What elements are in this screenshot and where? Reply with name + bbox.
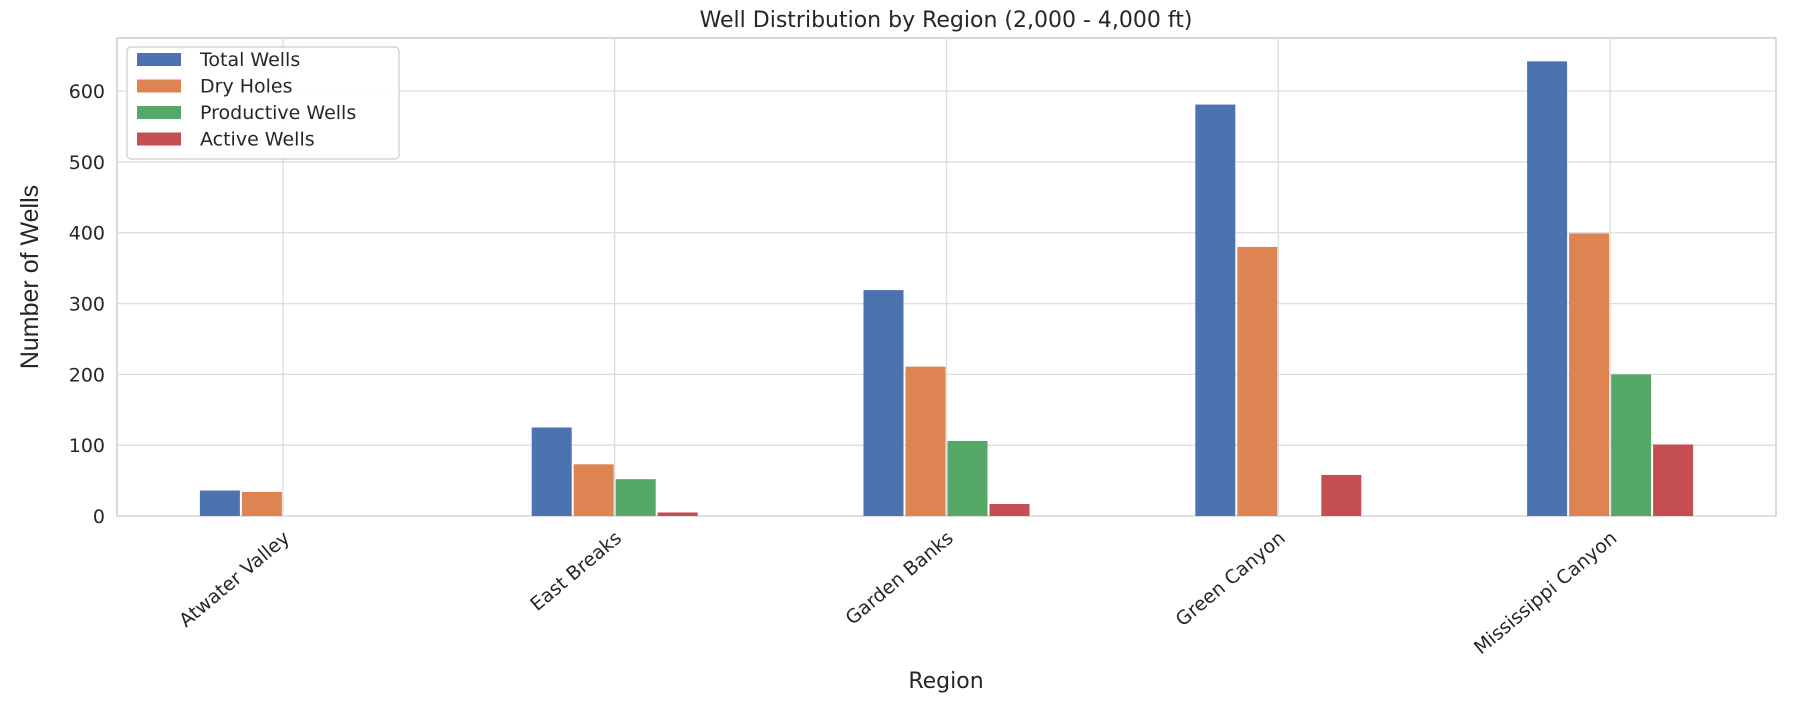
y-tick-label: 100 (69, 435, 105, 457)
legend-swatch (137, 132, 181, 146)
bar (1195, 104, 1236, 517)
bar (947, 440, 988, 516)
bars-group (199, 61, 1694, 517)
x-tick-label: Atwater Valley (175, 527, 294, 632)
chart-title: Well Distribution by Region (2,000 - 4,0… (700, 8, 1193, 33)
x-tick-label: Green Canyon (1172, 527, 1290, 631)
legend-label: Productive Wells (200, 102, 356, 124)
legend-label: Dry Holes (200, 76, 293, 98)
legend-swatch (137, 79, 181, 93)
y-tick-label: 400 (69, 223, 105, 245)
x-tick-label: East Breaks (526, 527, 626, 616)
y-axis-label: Number of Wells (16, 185, 44, 369)
y-tick-label: 500 (69, 152, 105, 174)
y-tick-labels: 0 100 200 300 400 500 600 (69, 81, 105, 528)
y-tick-label: 0 (93, 506, 105, 528)
bar (615, 479, 656, 516)
y-tick-label: 600 (69, 81, 105, 103)
x-tick-labels: Atwater Valley East Breaks Garden Banks Gre… (175, 527, 1621, 659)
legend-swatch (137, 106, 181, 119)
bar (573, 464, 614, 516)
legend: Total Wells Dry Holes Productive Wells Acti… (126, 46, 400, 160)
y-tick-label: 300 (69, 294, 105, 316)
bar (531, 427, 572, 516)
legend-label: Active Wells (200, 129, 315, 151)
bar (657, 512, 698, 516)
bar (241, 491, 282, 516)
x-tick-label: Garden Banks (841, 527, 957, 630)
x-axis-label: Region (908, 669, 983, 694)
bar (1527, 61, 1568, 516)
bar (1653, 444, 1694, 516)
bar (1237, 246, 1278, 517)
bar (989, 503, 1030, 516)
grid-lines (117, 38, 1776, 517)
bar (1569, 233, 1610, 516)
legend-label: Total Wells (199, 49, 300, 71)
y-tick-label: 200 (69, 364, 105, 386)
bar (1611, 374, 1652, 516)
bar (1321, 474, 1362, 516)
bar (199, 490, 240, 516)
bar (905, 366, 946, 516)
legend-frame (126, 46, 400, 160)
legend-swatch (137, 53, 181, 66)
x-tick-label: Mississippi Canyon (1470, 527, 1621, 659)
bar (863, 290, 904, 516)
